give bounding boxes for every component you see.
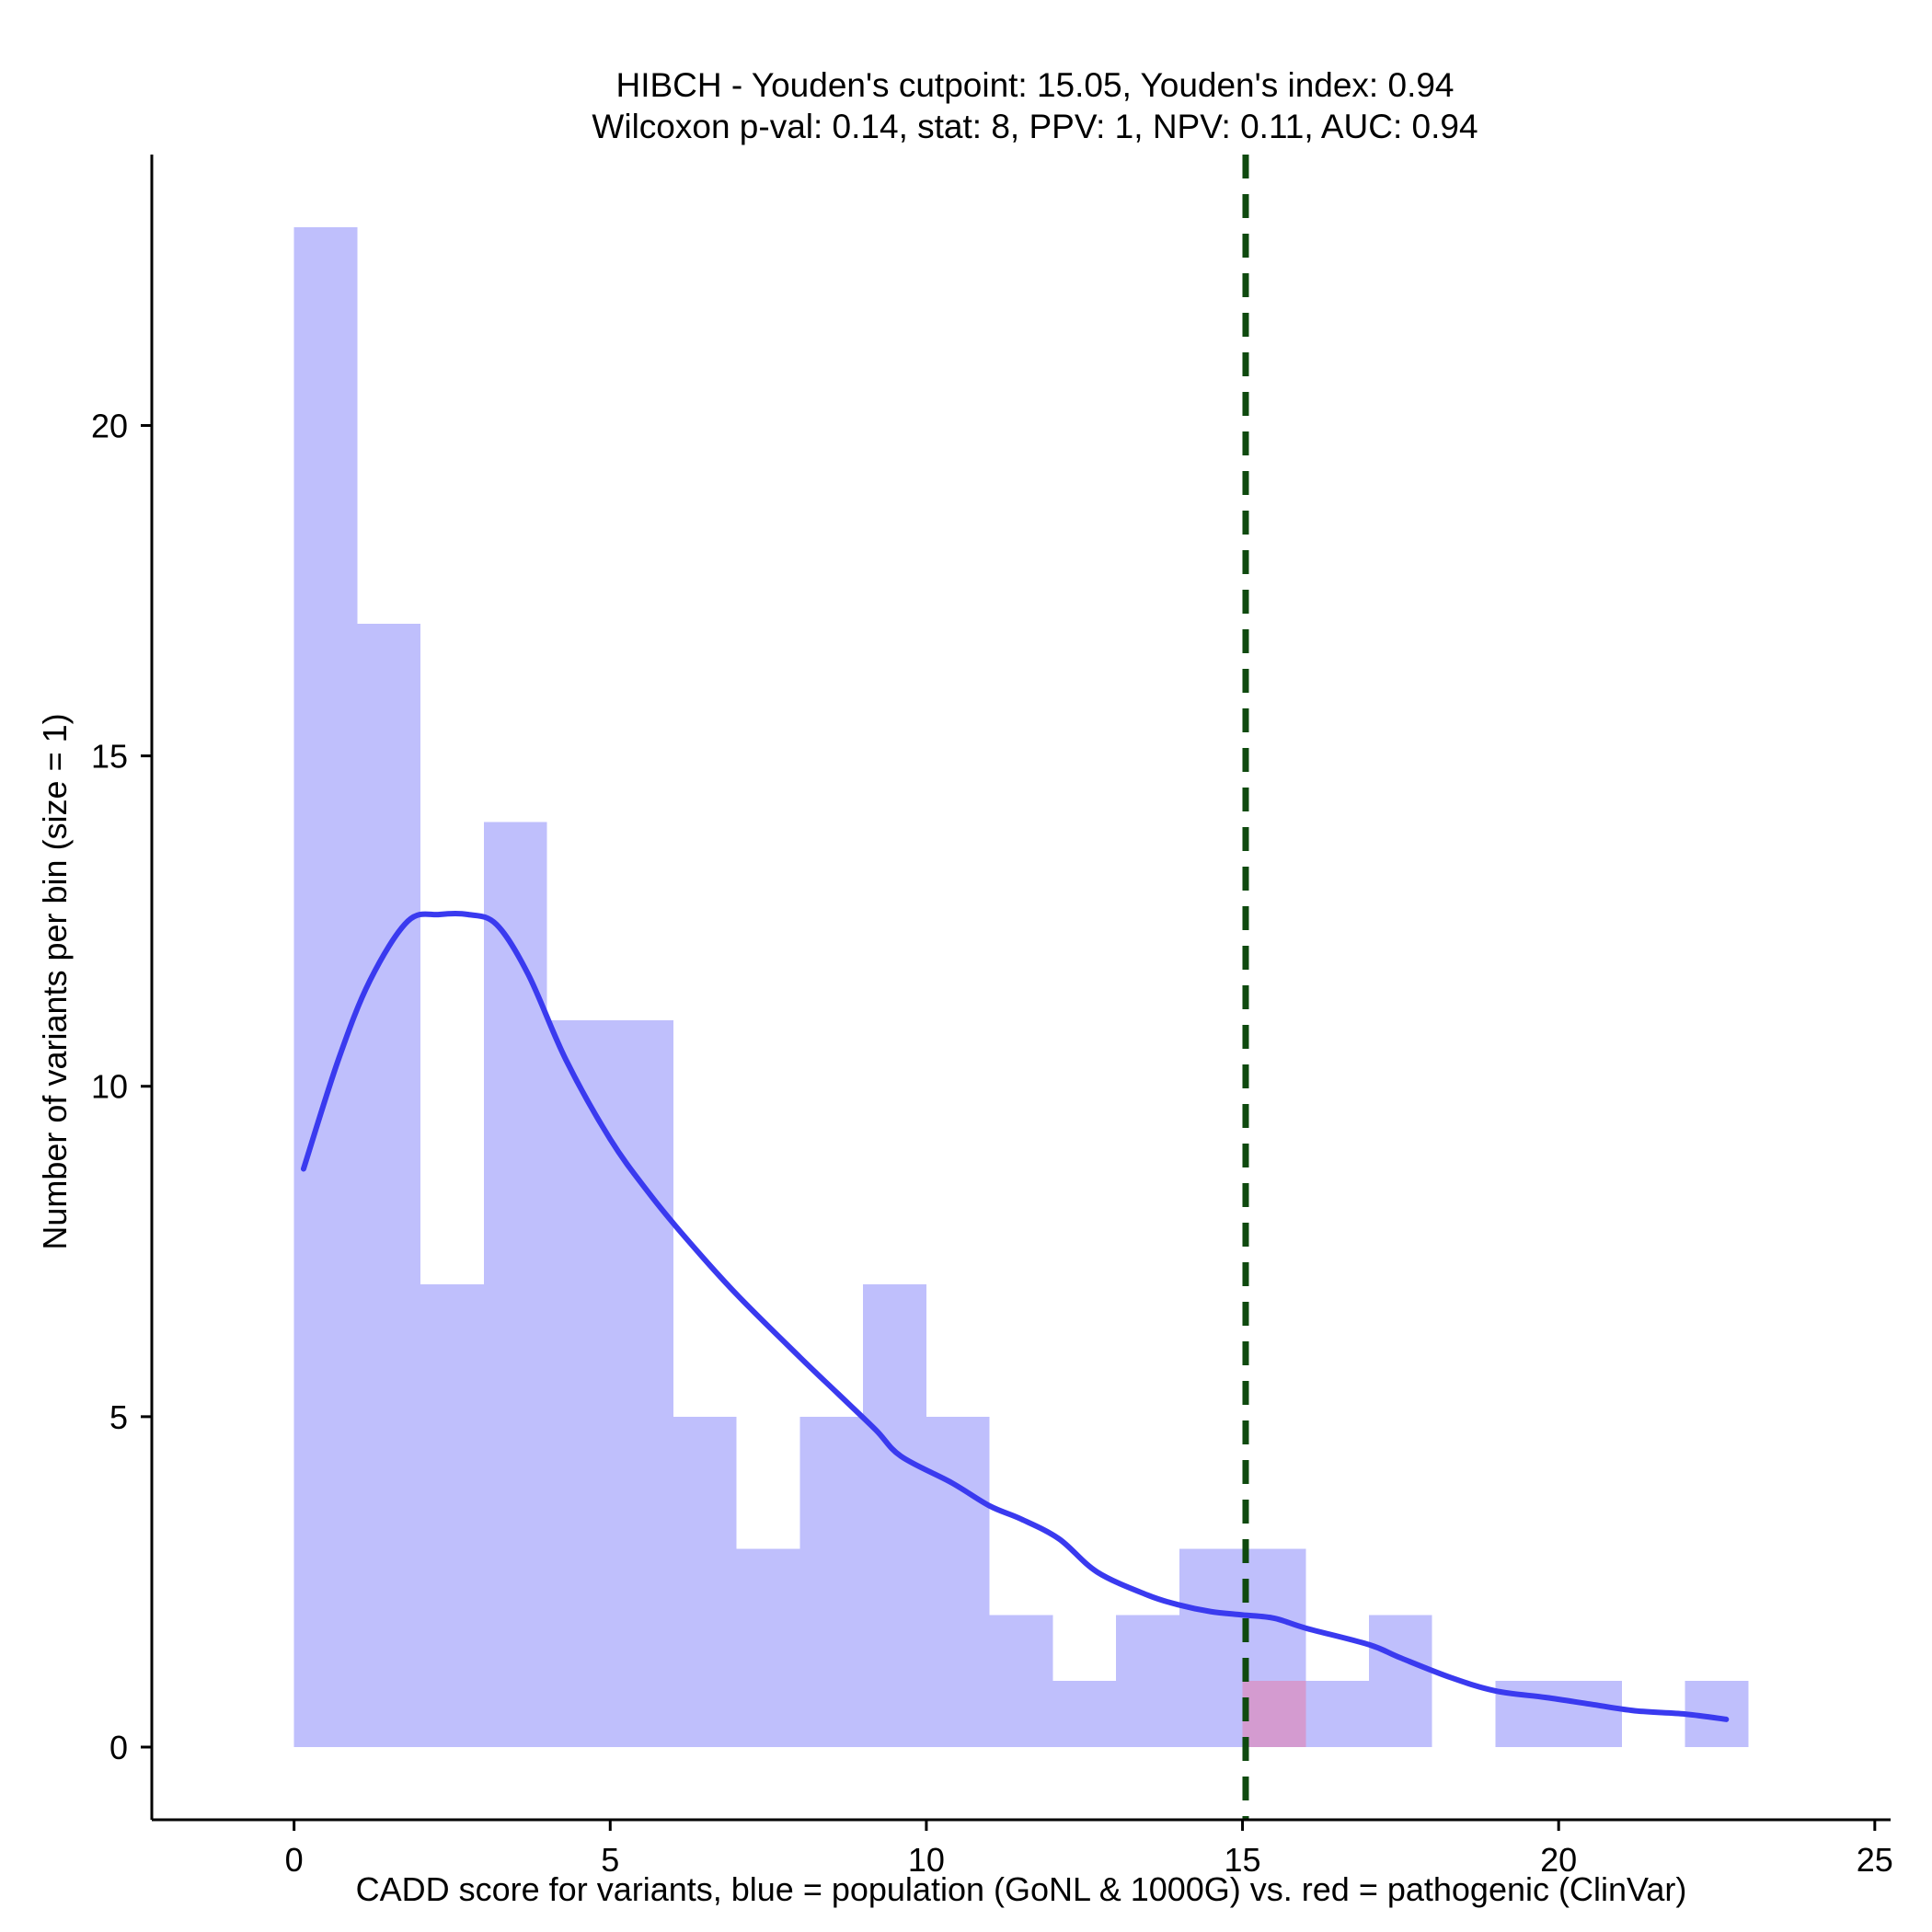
x-tick-label: 5 xyxy=(601,1841,619,1879)
histogram-bar xyxy=(420,1284,484,1747)
density-curve-layer xyxy=(300,910,1730,1722)
histogram-bar xyxy=(926,1416,990,1747)
histogram-bar xyxy=(357,623,421,1747)
histogram-bar xyxy=(293,227,358,1747)
histogram-bar xyxy=(736,1548,800,1747)
histogram-bar xyxy=(1242,1681,1306,1747)
x-tick-label: 20 xyxy=(1540,1841,1577,1879)
histogram-bar xyxy=(610,1019,673,1747)
histogram-bar xyxy=(1558,1681,1622,1747)
y-tick-label: 0 xyxy=(109,1729,128,1766)
histogram-bar xyxy=(483,822,547,1747)
histogram-bar xyxy=(863,1284,926,1747)
x-axis-label: CADD score for variants, blue = populati… xyxy=(356,1870,1687,1908)
x-tick-label: 25 xyxy=(1857,1841,1893,1879)
chart-title-line-1: HIBCH - Youden's cutpoint: 15.05, Youden… xyxy=(615,66,1454,104)
y-tick-label: 20 xyxy=(91,407,128,444)
histogram-bar xyxy=(799,1416,864,1747)
y-tick-label: 5 xyxy=(109,1398,128,1436)
histogram-bar xyxy=(673,1416,737,1747)
x-tick-label: 0 xyxy=(285,1841,304,1879)
chart-title-line-2: Wilcoxon p-val: 0.14, stat: 8, PPV: 1, N… xyxy=(592,108,1478,145)
axes xyxy=(141,155,1891,1831)
histogram-bar xyxy=(989,1615,1053,1747)
x-tick-label: 15 xyxy=(1225,1841,1261,1879)
histogram-bar xyxy=(546,1019,611,1747)
y-tick-label: 15 xyxy=(91,738,128,776)
density-curve xyxy=(300,910,1730,1722)
tick-labels: 0 5 10 15 20 25 0 5 10 15 20 xyxy=(91,407,1893,1879)
y-tick-label: 10 xyxy=(91,1068,128,1106)
histogram-bar xyxy=(1369,1615,1432,1747)
histogram-bar xyxy=(1116,1615,1179,1747)
x-tick-label: 10 xyxy=(908,1841,945,1879)
histogram-bar xyxy=(1305,1681,1369,1747)
y-axis-label: Number of variants per bin (size = 1) xyxy=(36,713,74,1249)
histogram-bar xyxy=(1052,1681,1117,1747)
histogram-bars xyxy=(293,227,1749,1747)
histogram-bar xyxy=(1179,1548,1243,1747)
